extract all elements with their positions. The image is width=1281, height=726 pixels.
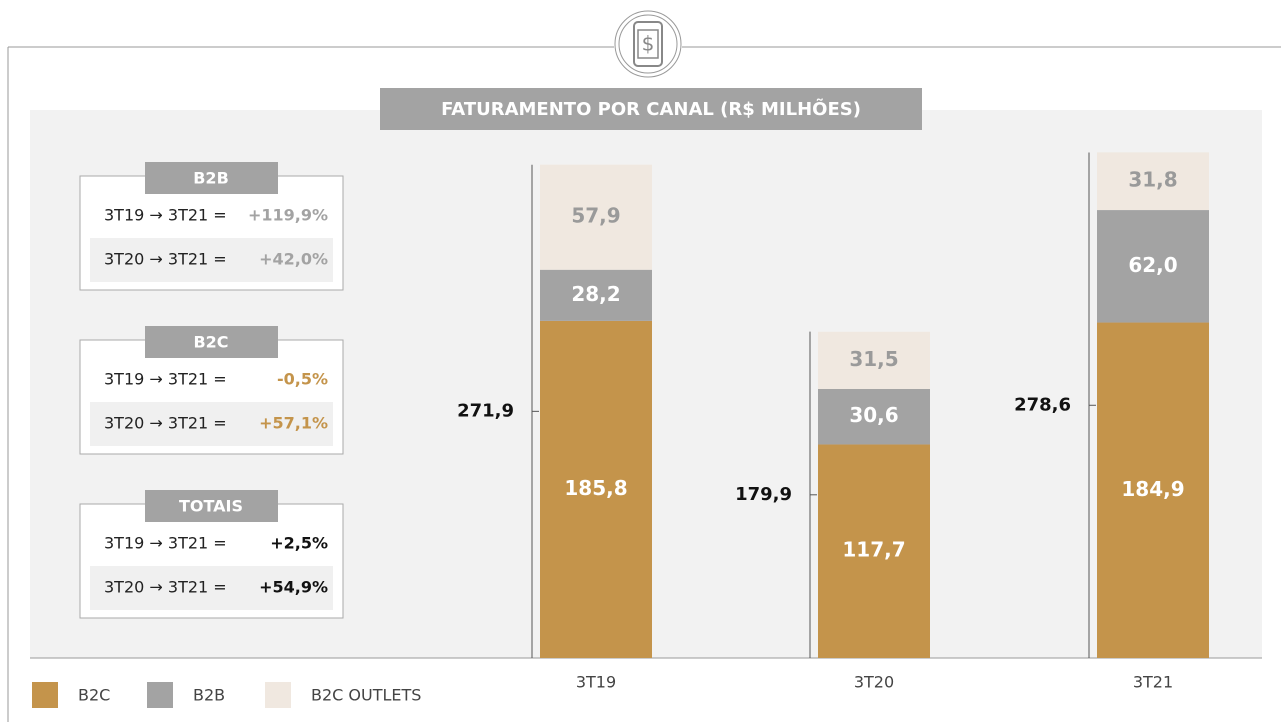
value-label: 184,9 — [1121, 477, 1184, 501]
bar-segment — [540, 164, 652, 270]
row-label: 3T20 → 3T21 = — [104, 414, 227, 433]
legend-label: B2C OUTLETS — [311, 686, 421, 705]
row-bg — [90, 566, 333, 610]
value-label: 57,9 — [571, 204, 620, 228]
svg-text:$: $ — [642, 32, 655, 56]
bar-segment — [818, 331, 930, 389]
row-bg — [90, 402, 333, 446]
value-label: 30,6 — [849, 403, 898, 427]
legend-swatch — [147, 682, 173, 708]
row-label: 3T20 → 3T21 = — [104, 250, 227, 269]
row-value: +54,9% — [259, 578, 328, 597]
bar-segment — [540, 320, 652, 658]
panel-tab — [145, 162, 278, 194]
legend-label: B2C — [78, 686, 110, 705]
x-tick-label: 3T20 — [854, 673, 894, 692]
bar-segment — [818, 444, 930, 658]
row-bg — [90, 238, 333, 282]
total-label: 271,9 — [457, 400, 514, 421]
icon: $ — [614, 10, 682, 78]
row-value: -0,5% — [277, 370, 328, 389]
row-label: 3T19 → 3T21 = — [104, 370, 227, 389]
chart-title: FATURAMENTO POR CANAL (R$ MILHÕES) — [441, 97, 861, 120]
panel-title: TOTAIS — [179, 497, 243, 516]
legend-label: B2B — [193, 686, 225, 705]
panel-title: B2B — [193, 169, 229, 188]
row-label: 3T19 → 3T21 = — [104, 534, 227, 553]
row-value: +57,1% — [259, 414, 328, 433]
bar-segment — [1097, 210, 1209, 323]
row-label: 3T19 → 3T21 = — [104, 206, 227, 225]
panel-tab — [145, 326, 278, 358]
row-value: +2,5% — [270, 534, 328, 553]
value-label: 31,8 — [1128, 168, 1177, 192]
bar-segment — [540, 269, 652, 321]
x-tick-label: 3T19 — [576, 673, 616, 692]
bar-segment — [1097, 322, 1209, 658]
legend-swatch — [265, 682, 291, 708]
legend-swatch — [32, 682, 58, 708]
row-label: 3T20 → 3T21 = — [104, 578, 227, 597]
bar-segment — [1097, 152, 1209, 211]
value-label: 185,8 — [564, 476, 627, 500]
bar-segment — [818, 388, 930, 445]
total-label: 278,6 — [1014, 394, 1071, 415]
total-label: 179,9 — [735, 484, 792, 505]
panel-title: B2C — [193, 333, 228, 352]
x-tick-label: 3T21 — [1133, 673, 1173, 692]
value-label: 31,5 — [849, 347, 898, 371]
value-label: 117,7 — [842, 538, 905, 562]
title-box — [380, 88, 922, 130]
row-value: +119,9% — [248, 206, 328, 225]
row-value: +42,0% — [259, 250, 328, 269]
value-label: 62,0 — [1128, 253, 1177, 277]
panel-tab — [145, 490, 278, 522]
value-label: 28,2 — [571, 282, 620, 306]
